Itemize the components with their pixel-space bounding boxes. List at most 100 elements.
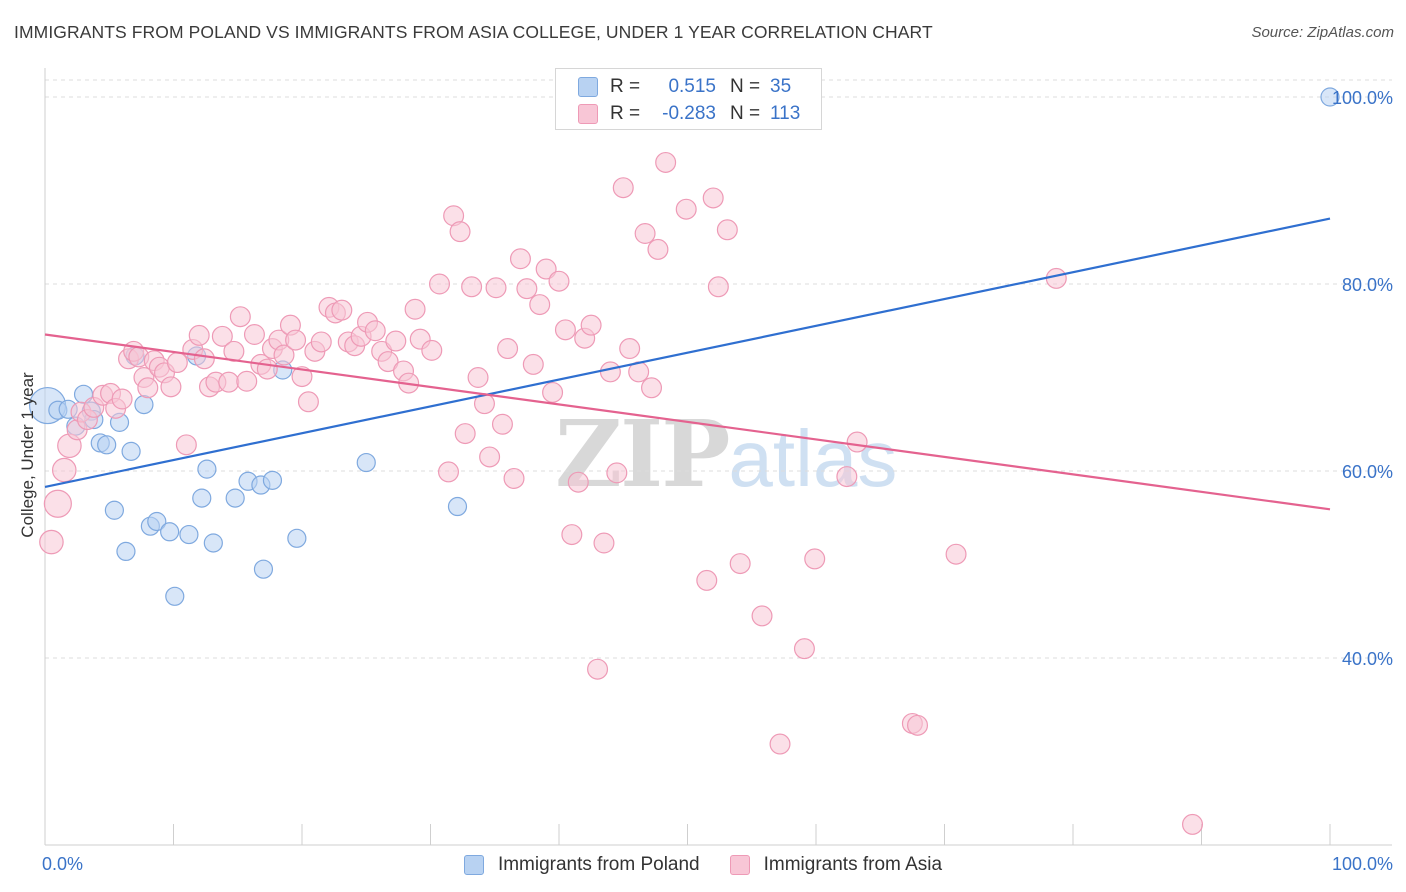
tick-labels: 40.0% 60.0% 80.0% 100.0% 0.0% 100.0% (42, 88, 1393, 874)
asia-point (599, 361, 621, 383)
asia-point (535, 258, 557, 280)
asia-point (804, 548, 826, 570)
asia-point (454, 423, 476, 445)
asia-point (449, 221, 471, 243)
poland-n-label: N = (730, 76, 761, 97)
poland-trend-line (44, 217, 1331, 488)
asia-point (561, 524, 583, 546)
asia-point (945, 543, 967, 565)
asia-point (542, 381, 564, 403)
asia-point (548, 270, 570, 292)
asia-point (160, 376, 182, 398)
asia-point (193, 348, 215, 370)
asia-point (716, 219, 738, 241)
asia-point (619, 338, 641, 360)
asia-point (641, 377, 663, 399)
asia-point (229, 306, 251, 328)
poland-point (356, 452, 376, 473)
watermark-atlas: atlas (728, 414, 898, 503)
asia-point (846, 431, 868, 453)
asia-point (297, 391, 319, 413)
y-tick-label: 60.0% (1342, 462, 1393, 482)
asia-point (836, 466, 858, 488)
poland-point (134, 395, 154, 415)
poland-swatch (578, 77, 598, 97)
asia-point (377, 351, 399, 373)
axes (44, 68, 1392, 846)
asia-point (256, 358, 278, 380)
stats-row-asia: R = -0.283 N = 113 (578, 101, 810, 127)
y-tick-label: 40.0% (1342, 649, 1393, 669)
poland-point (197, 459, 217, 479)
poland-point (287, 528, 307, 548)
asia-point (675, 198, 697, 220)
asia-point (310, 331, 332, 353)
asia-r-value: -0.283 (662, 103, 716, 124)
y-tick-label: 100.0% (1332, 88, 1393, 108)
poland-point (1320, 87, 1340, 107)
legend-swatch-asia (729, 855, 750, 875)
asia-point (291, 366, 313, 388)
asia-point (702, 187, 724, 209)
poland-point (160, 522, 180, 542)
series-legend: Immigrants from Poland Immigrants from A… (0, 850, 1406, 880)
asia-point (421, 339, 443, 361)
gridlines (45, 79, 1392, 659)
asia-point (285, 329, 307, 351)
poland-point (225, 488, 245, 508)
asia-point (437, 461, 459, 483)
asia-point (769, 733, 791, 755)
asia-point (479, 446, 501, 468)
asia-point (273, 344, 295, 366)
asia-point (647, 238, 669, 260)
asia-point (497, 338, 519, 360)
chart-title: IMMIGRANTS FROM POLAND VS IMMIGRANTS FRO… (14, 22, 933, 42)
asia-point (522, 353, 544, 375)
poland-point (147, 511, 167, 532)
asia-point (529, 294, 551, 316)
asia-point (137, 377, 159, 399)
asia-point (39, 529, 64, 555)
asia-point (587, 658, 609, 680)
asia-point (696, 569, 718, 591)
asia-point (51, 457, 77, 483)
poland-point (262, 470, 283, 490)
asia-point (516, 278, 538, 300)
poland-n-value: 35 (770, 76, 792, 97)
asia-point (243, 323, 265, 345)
asia-point (634, 223, 656, 245)
poland-point (121, 441, 141, 461)
legend-label-poland: Immigrants from Poland (497, 854, 700, 875)
poland-point (179, 524, 199, 545)
asia-point (404, 298, 426, 320)
asia-point (907, 714, 929, 736)
asia-trend-line (44, 333, 1331, 511)
poland-point (97, 435, 117, 455)
poland-point (116, 541, 136, 562)
asia-point (43, 489, 72, 518)
legend-swatch-poland (463, 855, 484, 875)
poland-point (104, 500, 124, 520)
trend-lines (44, 217, 1331, 511)
asia-point (175, 434, 197, 456)
poland-r-label: R = (610, 76, 641, 97)
stats-legend: R = 0.515 N = 35 R = -0.283 N = 113 (555, 68, 822, 130)
poland-point (447, 496, 468, 517)
legend-item-asia: Immigrants from Asia (729, 854, 943, 876)
asia-point (729, 553, 751, 575)
asia-point (793, 638, 815, 660)
asia-point (1182, 813, 1204, 835)
poland-r-value: 0.515 (668, 76, 716, 97)
asia-point (236, 370, 258, 392)
asia-point (211, 325, 233, 347)
asia-point (554, 319, 576, 341)
asia-point (655, 151, 677, 173)
x-tick-label: 0.0% (42, 854, 83, 874)
asia-point (751, 605, 773, 627)
asia-point (485, 277, 507, 299)
legend-label-asia: Immigrants from Asia (763, 854, 943, 875)
poland-point (165, 586, 185, 606)
x-tick-label: 100.0% (1332, 854, 1393, 874)
legend-item-poland: Immigrants from Poland (463, 854, 700, 876)
